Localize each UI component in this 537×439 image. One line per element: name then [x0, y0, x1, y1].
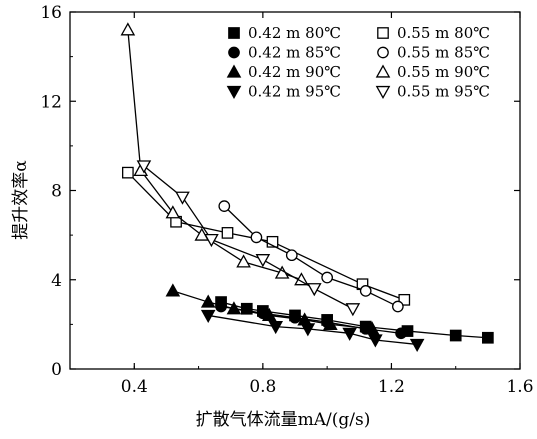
series-6 [120, 22, 309, 286]
data-point [136, 160, 152, 174]
data-point [175, 191, 190, 205]
legend-item: 0.42 m 90℃ [226, 63, 341, 81]
data-point [226, 301, 242, 315]
data-point [300, 323, 316, 337]
data-point [218, 200, 231, 212]
x-tick-label: 1.6 [506, 377, 533, 397]
legend-label: 0.55 m 95℃ [397, 83, 490, 101]
x-axis-label: 扩散气体流量mA/(g/s) [196, 410, 371, 430]
data-point [204, 233, 219, 248]
y-tick-label: 0 [51, 360, 62, 380]
data-point [482, 331, 494, 344]
data-point [200, 309, 216, 323]
data-point [395, 327, 407, 340]
data-point [122, 166, 134, 179]
series-5 [218, 200, 404, 313]
series-4 [122, 166, 411, 306]
legend-label: 0.55 m 80℃ [397, 24, 490, 42]
legend-item: 0.55 m 95℃ [375, 83, 490, 101]
data-point [323, 316, 338, 330]
y-tick-label: 12 [40, 92, 62, 112]
data-point [364, 321, 380, 335]
y-axis-label: 提升效率α [11, 160, 31, 240]
legend-item: 0.42 m 95℃ [226, 83, 341, 101]
legend-marker [226, 85, 242, 100]
data-point [255, 254, 271, 268]
data-point [240, 302, 253, 315]
x-tick-label: 1.2 [378, 377, 405, 397]
legend-item: 0.55 m 90℃ [375, 63, 490, 81]
y-tick-label: 16 [40, 3, 62, 23]
data-point [345, 303, 361, 317]
legend-marker [226, 64, 242, 78]
data-point [236, 254, 251, 268]
legend-marker [375, 85, 391, 100]
legend-label: 0.55 m 85℃ [397, 44, 490, 62]
data-point [306, 283, 322, 297]
series-3 [200, 309, 425, 352]
legend-item: 0.55 m 85℃ [377, 44, 490, 62]
legend-item: 0.42 m 85℃ [228, 44, 341, 62]
data-point [165, 205, 181, 219]
data-point [261, 307, 277, 322]
x-tick-label: 0.4 [121, 377, 148, 397]
legend-label: 0.55 m 90℃ [397, 63, 490, 81]
legend-marker [377, 27, 389, 39]
legend: 0.42 m 80℃ 0.42 m 85℃0.42 m 90℃ 0.42 m 95℃… [226, 24, 490, 101]
data-point [392, 300, 404, 313]
legend-item: 0.55 m 80℃ [377, 24, 490, 42]
x-tick-label: 0.8 [249, 377, 276, 397]
data-point [266, 235, 279, 248]
data-point [359, 285, 372, 297]
data-point [268, 320, 284, 335]
legend-label: 0.42 m 85℃ [248, 44, 341, 62]
data-point [165, 283, 181, 297]
data-point [368, 334, 383, 348]
series-line [223, 205, 399, 308]
legend-marker [377, 46, 389, 59]
legend-item: 0.42 m 80℃ [228, 24, 341, 42]
data-point [449, 329, 462, 342]
series-line [208, 314, 418, 346]
ticks: 0.4 0.8 1.2 1.6 0 4 8 12 16 [40, 3, 533, 397]
data-point [342, 327, 357, 341]
legend-label: 0.42 m 95℃ [248, 83, 341, 101]
legend-marker [228, 46, 240, 59]
legend-marker [375, 64, 391, 78]
data-point [250, 231, 263, 244]
legend-label: 0.42 m 90℃ [248, 63, 341, 81]
series-7 [136, 160, 361, 317]
data-point [221, 227, 234, 239]
series-2 [165, 283, 380, 335]
y-tick-label: 4 [51, 271, 62, 291]
legend-label: 0.42 m 80℃ [248, 24, 341, 42]
legend-marker [228, 27, 240, 39]
data-point [200, 294, 216, 308]
data-point [409, 338, 425, 352]
series-layer [120, 22, 494, 352]
data-point [120, 22, 136, 36]
data-point [321, 271, 333, 284]
y-tick-label: 8 [51, 182, 62, 202]
data-point [398, 293, 411, 306]
data-point [285, 249, 298, 262]
